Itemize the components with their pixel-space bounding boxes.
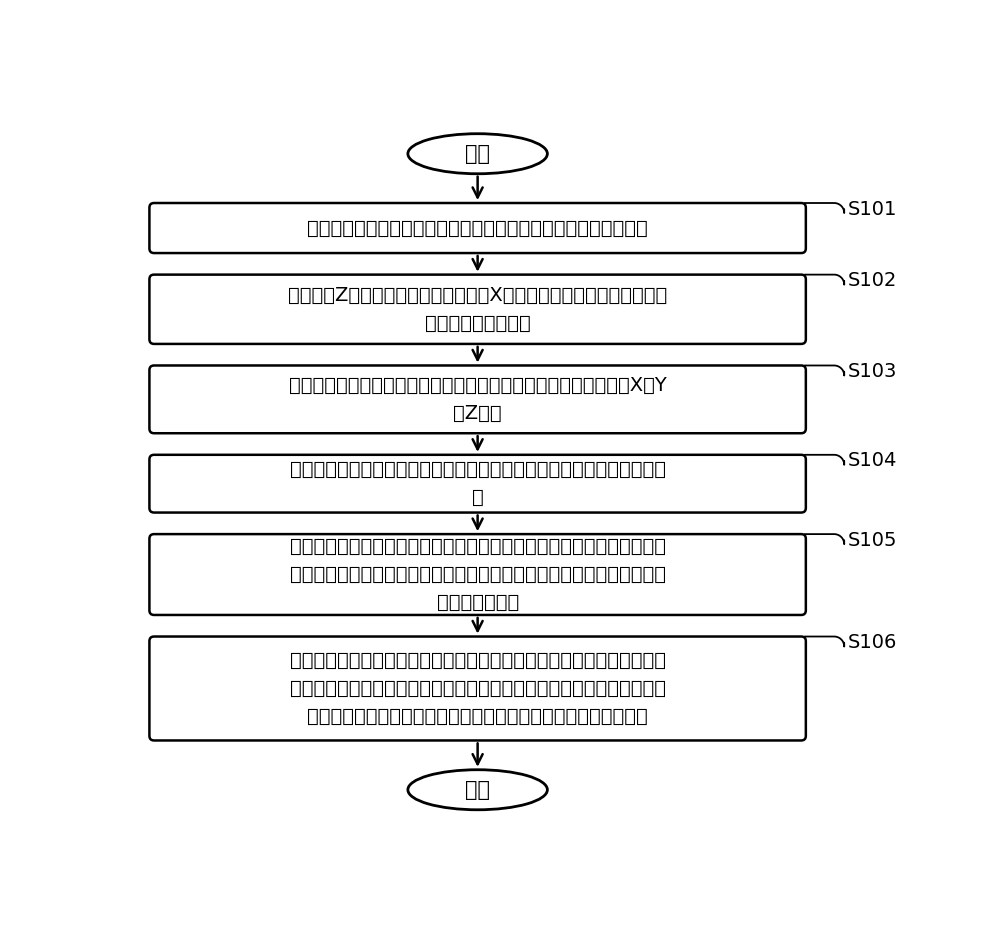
Text: 读入曲面玻璃实际模型图；在三维点云窗口，任意选取两点，得到一条实
际的三维轮廓曲线，在模型窗口也截得一条同样位置的曲面玻璃实际模型
的三维轮廓曲线，在同一个坐标: 读入曲面玻璃实际模型图；在三维点云窗口，任意选取两点，得到一条实 际的三维轮廓曲… — [290, 651, 666, 726]
Text: 采集曲面玻璃激光线图像，同时记录每幅激光线图像所在坐标轴的X、Y
、Z坐标: 采集曲面玻璃激光线图像，同时记录每幅激光线图像所在坐标轴的X、Y 、Z坐标 — [289, 375, 666, 423]
Text: S101: S101 — [847, 199, 897, 218]
Text: 通过控制Z轴来控制相机与线激光器沿X轴正方向运动的同时动态沿着理
论轮廓曲线方程运动: 通过控制Z轴来控制相机与线激光器沿X轴正方向运动的同时动态沿着理 论轮廓曲线方程… — [288, 286, 667, 333]
Text: S103: S103 — [847, 362, 897, 381]
Text: 开始: 开始 — [465, 144, 490, 164]
Ellipse shape — [408, 134, 547, 174]
FancyBboxPatch shape — [149, 203, 806, 253]
Text: 在获取每一帧曲面玻璃激光线图像时，同步进行图像处理，得到实时视频
流: 在获取每一帧曲面玻璃激光线图像时，同步进行图像处理，得到实时视频 流 — [290, 460, 666, 507]
FancyBboxPatch shape — [149, 365, 806, 433]
Text: 根据设计的曲面玻璃图纸的尺寸信息，计算得到理论轮廓曲线方程: 根据设计的曲面玻璃图纸的尺寸信息，计算得到理论轮廓曲线方程 — [307, 218, 648, 237]
FancyBboxPatch shape — [149, 636, 806, 741]
Text: S105: S105 — [847, 531, 897, 550]
FancyBboxPatch shape — [149, 455, 806, 513]
Text: S102: S102 — [847, 271, 897, 290]
Text: 对采集的曲面玻璃激光线图像进行激光线提取，并把采集的图像数据转换
成三维坐标值，以三维点云动态图显示在终端，并根据曲面玻璃的高度值
显示不同的颜色: 对采集的曲面玻璃激光线图像进行激光线提取，并把采集的图像数据转换 成三维坐标值，… — [290, 537, 666, 612]
FancyBboxPatch shape — [149, 534, 806, 615]
Text: 结束: 结束 — [465, 780, 490, 800]
Text: S104: S104 — [847, 452, 897, 470]
Text: S106: S106 — [847, 633, 897, 652]
Ellipse shape — [408, 770, 547, 810]
FancyBboxPatch shape — [149, 275, 806, 343]
